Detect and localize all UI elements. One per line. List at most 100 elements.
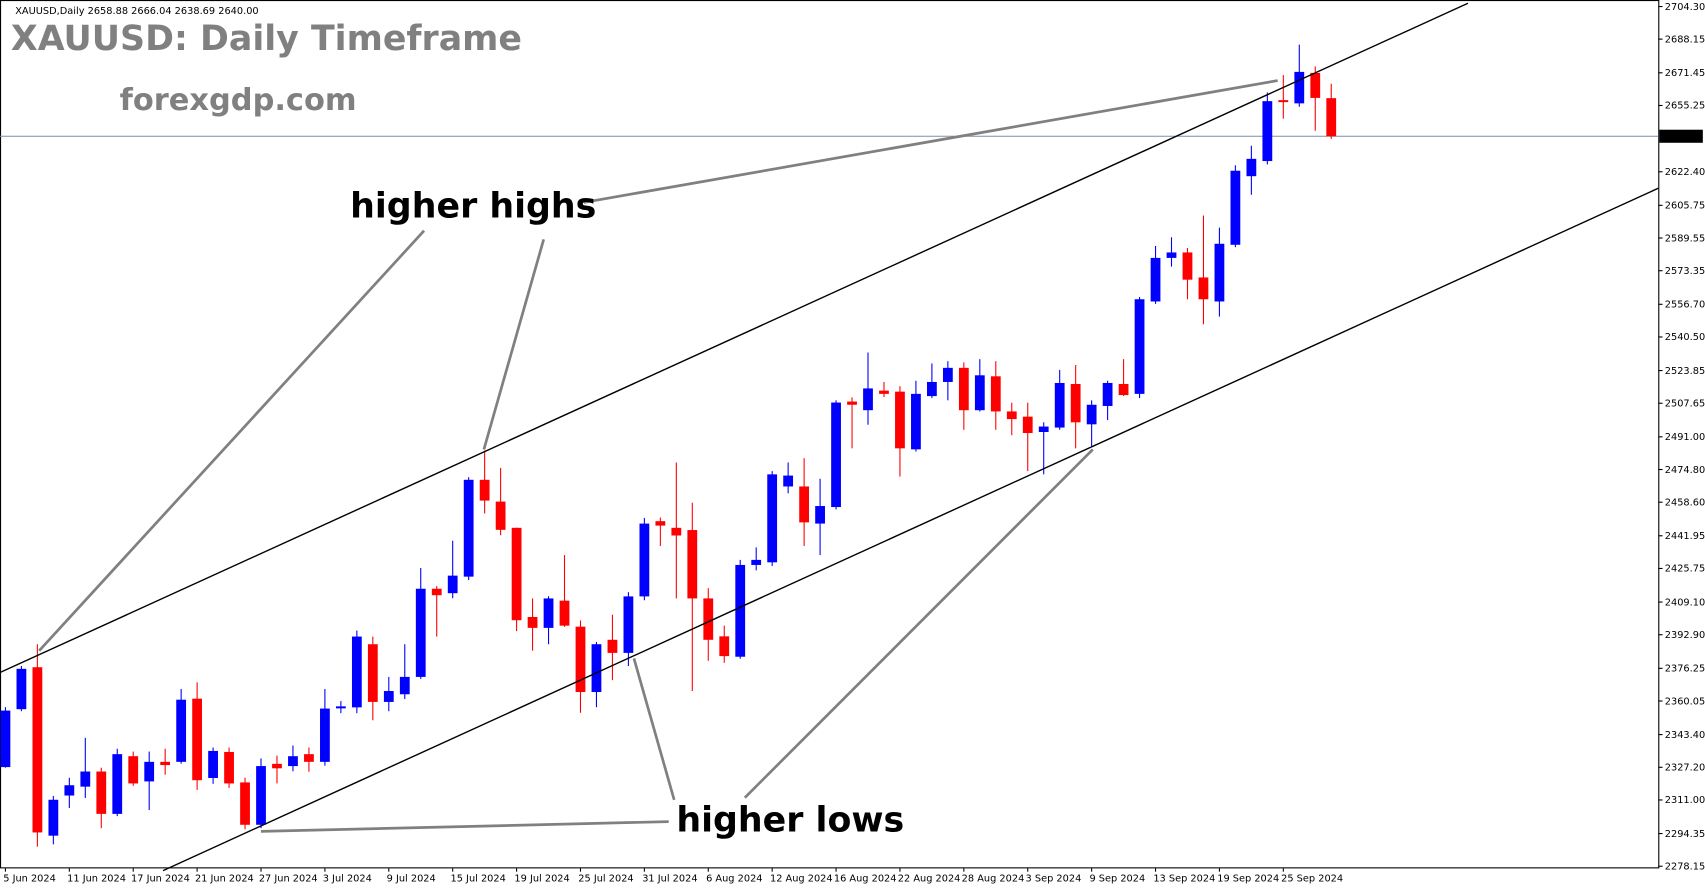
x-tick-label: 27 Jun 2024 [259,873,318,884]
x-tick-label: 22 Aug 2024 [898,873,961,884]
y-tick-label: 2392.90 [1665,630,1705,641]
y-tick-label: 2409.10 [1665,597,1705,608]
pointer-line [38,229,426,652]
candle-body [511,527,522,621]
candle-body [415,588,426,677]
candle-body [351,636,362,708]
candle-body [1198,277,1209,300]
x-tick-label: 6 Aug 2024 [706,873,762,884]
candle-body [144,761,155,782]
x-tick-label: 11 Jun 2024 [67,873,126,884]
candle-body [719,636,730,657]
candle-body [192,698,203,781]
candle-body [783,475,794,487]
x-tick-label: 25 Sep 2024 [1281,873,1343,884]
candle-body [687,530,698,599]
candle-body [463,479,474,577]
candle-body [112,754,123,814]
pointers [38,79,1278,833]
y-tick-label: 2360.05 [1665,696,1705,707]
chart-subtitle: forexgdp.com [120,83,357,118]
candle-body [990,376,1001,412]
candle-body [1070,383,1081,423]
candle-body [96,771,107,814]
candle-body [927,381,937,397]
candle-body [335,706,346,709]
candle-body [128,756,139,784]
x-tick-label: 13 Sep 2024 [1153,873,1215,884]
candle-body [831,402,841,508]
candle-body [1166,252,1177,258]
candle-body [383,691,394,702]
candle-body [1038,426,1049,432]
candle-body [655,521,666,526]
candle-body [431,588,442,596]
candle-body [958,367,969,411]
candle-body [240,782,250,825]
pointer-line [260,820,669,833]
y-tick-label: 2327.20 [1665,763,1705,774]
candle-body [1214,243,1225,302]
candle-body [879,390,889,394]
y-tick-label: 2671.45 [1665,68,1705,79]
candle-body [735,564,746,657]
price-label-box [1659,129,1703,143]
candle-body [895,391,905,449]
candle-body [1102,382,1113,406]
x-tick-label: 9 Jul 2024 [387,873,436,884]
y-tick-label: 2474.80 [1665,465,1705,476]
candle-body [1134,299,1145,394]
x-tick-label: 3 Sep 2024 [1026,873,1082,884]
y-tick-label: 2622.40 [1665,167,1705,178]
y-tick-label: 2491.00 [1665,432,1705,443]
candle-body [224,751,234,784]
candle-body [767,474,778,563]
candle-body [1086,404,1097,425]
plot-frame [0,0,1660,869]
y-tick-label: 2311.00 [1665,795,1705,806]
candle-body [527,616,538,628]
channel-upper [0,2,1469,674]
x-tick-label: 9 Sep 2024 [1089,873,1145,884]
y-tick-label: 2589.55 [1665,233,1705,244]
candle-body [367,644,378,702]
candle-body [32,667,43,833]
candle-body [272,763,282,769]
y-tick-label: 2458.60 [1665,497,1705,508]
y-tick-label: 2605.75 [1665,201,1705,212]
pointer-line [743,448,1094,799]
candle-body [1294,71,1305,104]
channel-lower [162,187,1659,872]
candle-body [320,708,330,762]
candle-body [863,388,873,411]
candle-body [1278,100,1289,103]
y-tick-label: 2278.15 [1665,861,1705,872]
candle-body [607,639,618,653]
pointer-line [482,239,545,450]
candle-body [80,771,91,787]
candle-body [1262,101,1273,162]
candle-body [974,375,985,411]
candle-body [543,598,554,628]
candle-body [815,506,825,524]
candle-body [799,486,810,523]
candle-body [623,596,634,653]
candle-body [591,644,602,693]
y-tick-label: 2441.95 [1665,531,1705,542]
candle-body [16,668,27,710]
candle-body [1054,382,1065,428]
candle-body [495,501,506,530]
pointer-line [583,79,1278,204]
candle-body [176,699,187,762]
y-tick-label: 2376.25 [1665,664,1705,675]
candle-body [575,626,586,693]
x-tick-label: 15 Jul 2024 [451,873,506,884]
candle-body [942,367,953,382]
candle-body [48,799,59,836]
y-tick-label: 2688.15 [1665,34,1705,45]
x-tick-label: 16 Aug 2024 [834,873,897,884]
y-tick-label: 2655.25 [1665,101,1705,112]
pointer-line [632,658,676,801]
annotation: higher highs [350,187,596,227]
candle-body [479,479,490,501]
